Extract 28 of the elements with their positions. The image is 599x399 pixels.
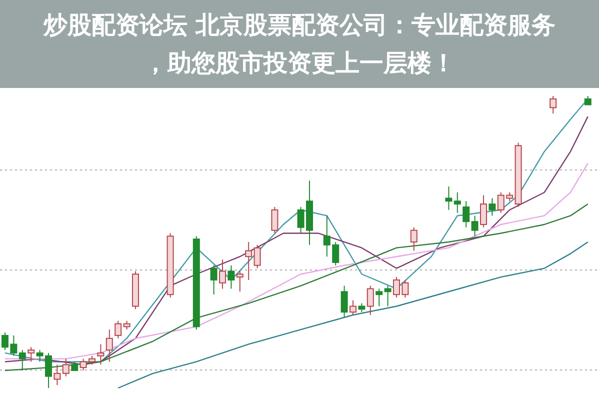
candlestick (454, 192, 461, 214)
candlestick (245, 242, 252, 280)
candlestick (236, 270, 244, 292)
candlestick (376, 288, 383, 307)
candlestick (350, 300, 356, 316)
candlestick (106, 329, 113, 362)
candlestick (18, 350, 26, 371)
candlestick (97, 344, 104, 366)
candlestick (445, 186, 452, 210)
candlestick (550, 96, 557, 114)
candlestick (28, 346, 35, 362)
candlestick (254, 244, 261, 269)
candlestick (384, 285, 392, 307)
candlestick (228, 264, 235, 290)
candlestick (488, 198, 496, 216)
candlestick (471, 215, 478, 237)
candlestick (340, 285, 348, 318)
candlestick (410, 226, 418, 252)
candlestick (366, 285, 374, 316)
candlestick (462, 200, 470, 228)
candlestick (219, 259, 226, 290)
chart-title: 炒股配资论坛 北京股票配资公司：专业配资服务，助您股市投资更上一层楼！ (42, 11, 556, 77)
candlestick (54, 364, 61, 386)
candlestick (480, 194, 487, 228)
candlestick (210, 264, 218, 296)
candlestick (271, 206, 278, 234)
candlestick (114, 320, 122, 339)
candlestick (62, 358, 70, 377)
